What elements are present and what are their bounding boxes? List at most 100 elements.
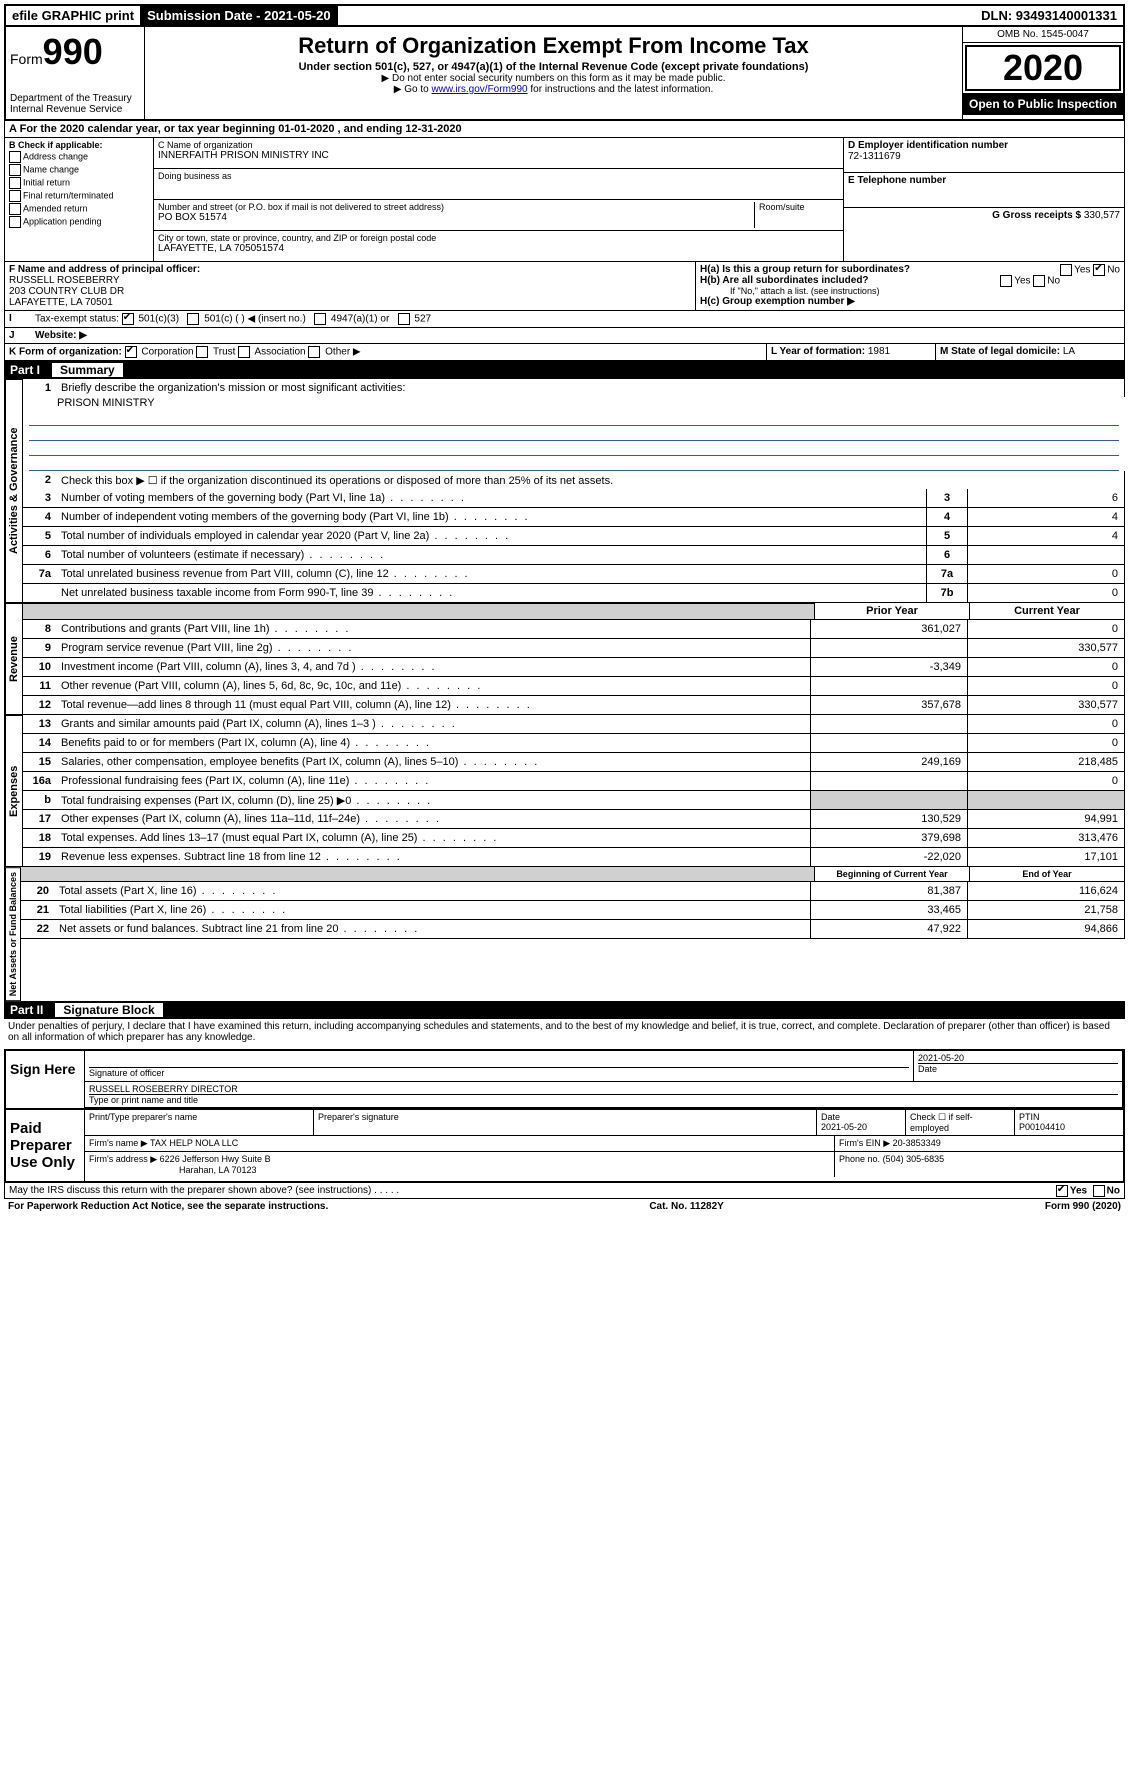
chk-name[interactable]: Name change bbox=[9, 164, 149, 176]
part-ii-label: Part II bbox=[10, 1003, 55, 1017]
chk-initial[interactable]: Initial return bbox=[9, 177, 149, 189]
summary-row: 7aTotal unrelated business revenue from … bbox=[23, 565, 1125, 584]
discuss-row: May the IRS discuss this return with the… bbox=[4, 1183, 1125, 1199]
discuss-no-chk[interactable] bbox=[1093, 1185, 1105, 1197]
chk-trust[interactable] bbox=[196, 346, 208, 358]
chk-assoc[interactable] bbox=[238, 346, 250, 358]
chk-501c[interactable] bbox=[187, 313, 199, 325]
paid-preparer-block: Paid Preparer Use Only Print/Type prepar… bbox=[4, 1110, 1125, 1183]
part-ii-title: Signature Block bbox=[55, 1003, 162, 1017]
chk-other[interactable] bbox=[308, 346, 320, 358]
mission-rule bbox=[29, 411, 1119, 426]
firm-name-label: Firm's name ▶ bbox=[89, 1138, 148, 1148]
officer-label: F Name and address of principal officer: bbox=[9, 264, 200, 275]
firm-addr-label: Firm's address ▶ bbox=[89, 1154, 157, 1164]
begin-year-head: Beginning of Current Year bbox=[814, 867, 969, 881]
summary-row: 17Other expenses (Part IX, column (A), l… bbox=[23, 810, 1125, 829]
ein-label: D Employer identification number bbox=[848, 140, 1008, 151]
phone-label: E Telephone number bbox=[848, 175, 946, 186]
side-net: Net Assets or Fund Balances bbox=[5, 867, 21, 1001]
hc-label: H(c) Group exemption number ▶ bbox=[700, 296, 855, 307]
note-goto: ▶ Go to www.irs.gov/Form990 for instruct… bbox=[149, 84, 958, 95]
header-title-block: Return of Organization Exempt From Incom… bbox=[145, 27, 963, 119]
summary-row: 3Number of voting members of the governi… bbox=[23, 489, 1125, 508]
row-klm: K Form of organization: Corporation Trus… bbox=[4, 344, 1125, 361]
summary-row: 19Revenue less expenses. Subtract line 1… bbox=[23, 848, 1125, 867]
chk-final[interactable]: Final return/terminated bbox=[9, 190, 149, 202]
l-label: L Year of formation: bbox=[771, 346, 865, 357]
summary-row: 21Total liabilities (Part X, line 26)33,… bbox=[21, 901, 1125, 920]
side-revenue: Revenue bbox=[5, 603, 23, 715]
sign-here-label: Sign Here bbox=[6, 1051, 85, 1108]
ha-no[interactable]: No bbox=[1107, 265, 1120, 276]
summary-row: 11Other revenue (Part VIII, column (A), … bbox=[23, 677, 1125, 696]
section-governance: Activities & Governance 1Briefly describ… bbox=[4, 379, 1125, 603]
print-name-label: Type or print name and title bbox=[89, 1094, 1118, 1105]
hb-no[interactable]: No bbox=[1047, 276, 1060, 287]
hb-yes[interactable]: Yes bbox=[1014, 276, 1030, 287]
part-ii-header: Part II Signature Block bbox=[4, 1001, 1125, 1019]
sig-date: 2021-05-20 bbox=[918, 1053, 1118, 1063]
hb-note: If "No," attach a list. (see instruction… bbox=[700, 286, 1120, 296]
website-label: Website: ▶ bbox=[35, 330, 87, 341]
section-net-assets: Net Assets or Fund Balances Beginning of… bbox=[4, 867, 1125, 1001]
header-right: OMB No. 1545-0047 2020 Open to Public In… bbox=[963, 27, 1123, 119]
discuss-no: No bbox=[1107, 1186, 1120, 1197]
chk-corp[interactable] bbox=[125, 346, 137, 358]
tax-period-line: A For the 2020 calendar year, or tax yea… bbox=[4, 121, 1125, 138]
side-expenses: Expenses bbox=[5, 715, 23, 867]
officer-addr1: 203 COUNTRY CLUB DR bbox=[9, 286, 124, 297]
rev-col-heads: Prior Year Current Year bbox=[23, 603, 1125, 620]
row-i: I Tax-exempt status: 501(c)(3) 501(c) ( … bbox=[4, 311, 1125, 328]
gross-value: 330,577 bbox=[1084, 210, 1120, 221]
officer-addr2: LAFAYETTE, LA 70501 bbox=[9, 297, 113, 308]
firm-ein: 20-3853349 bbox=[893, 1138, 941, 1148]
chk-address[interactable]: Address change bbox=[9, 151, 149, 163]
discuss-yes-chk[interactable] bbox=[1056, 1185, 1068, 1197]
summary-row: 5Total number of individuals employed in… bbox=[23, 527, 1125, 546]
mission-text: PRISON MINISTRY bbox=[23, 397, 1125, 411]
chk-amended[interactable]: Amended return bbox=[9, 203, 149, 215]
summary-row: 4Number of independent voting members of… bbox=[23, 508, 1125, 527]
officer-print-name: RUSSELL ROSEBERRY DIRECTOR bbox=[89, 1084, 1118, 1094]
footer-right: Form 990 (2020) bbox=[1045, 1201, 1121, 1212]
ha-yes[interactable]: Yes bbox=[1074, 265, 1090, 276]
ptin-head: PTIN bbox=[1019, 1112, 1040, 1122]
discuss-yes: Yes bbox=[1070, 1186, 1087, 1197]
gross-label: G Gross receipts $ bbox=[992, 210, 1081, 221]
summary-row: 13Grants and similar amounts paid (Part … bbox=[23, 715, 1125, 734]
irs-link[interactable]: www.irs.gov/Form990 bbox=[431, 84, 527, 95]
section-revenue: Revenue Prior Year Current Year 8Contrib… bbox=[4, 603, 1125, 715]
form-title: Return of Organization Exempt From Incom… bbox=[149, 33, 958, 59]
summary-row: 20Total assets (Part X, line 16)81,38711… bbox=[21, 882, 1125, 901]
box-b-heading: B Check if applicable: bbox=[9, 140, 103, 150]
chk-527[interactable] bbox=[398, 313, 410, 325]
chk-4947[interactable] bbox=[314, 313, 326, 325]
prep-name-head: Print/Type preparer's name bbox=[85, 1110, 314, 1135]
firm-name: TAX HELP NOLA LLC bbox=[150, 1138, 238, 1148]
chk-pending[interactable]: Application pending bbox=[9, 216, 149, 228]
footer-left: For Paperwork Reduction Act Notice, see … bbox=[8, 1201, 328, 1212]
l-value: 1981 bbox=[868, 346, 890, 357]
mission-rule bbox=[29, 426, 1119, 441]
prep-sig-head: Preparer's signature bbox=[314, 1110, 817, 1135]
summary-row: 16aProfessional fundraising fees (Part I… bbox=[23, 772, 1125, 791]
k-label: K Form of organization: bbox=[9, 347, 122, 358]
city-label: City or town, state or province, country… bbox=[158, 233, 839, 243]
dept-treasury: Department of the Treasury bbox=[10, 93, 140, 104]
ha-label: H(a) Is this a group return for subordin… bbox=[700, 264, 910, 275]
dba-label: Doing business as bbox=[158, 171, 839, 181]
paid-preparer-label: Paid Preparer Use Only bbox=[6, 1110, 85, 1181]
mission-rule bbox=[29, 456, 1119, 471]
efile-label[interactable]: efile GRAPHIC print bbox=[6, 6, 141, 25]
tax-year: 2020 bbox=[965, 45, 1121, 91]
org-address: PO BOX 51574 bbox=[158, 212, 754, 223]
firm-phone-label: Phone no. bbox=[839, 1154, 880, 1164]
summary-row: 6Total number of volunteers (estimate if… bbox=[23, 546, 1125, 565]
prep-self-emp[interactable]: Check ☐ if self-employed bbox=[906, 1110, 1015, 1135]
tax-exempt-label: Tax-exempt status: bbox=[35, 314, 119, 325]
part-i-header: Part I Summary bbox=[4, 361, 1125, 379]
open-to-public: Open to Public Inspection bbox=[963, 93, 1123, 115]
chk-501c3[interactable] bbox=[122, 313, 134, 325]
org-city: LAFAYETTE, LA 705051574 bbox=[158, 243, 839, 254]
